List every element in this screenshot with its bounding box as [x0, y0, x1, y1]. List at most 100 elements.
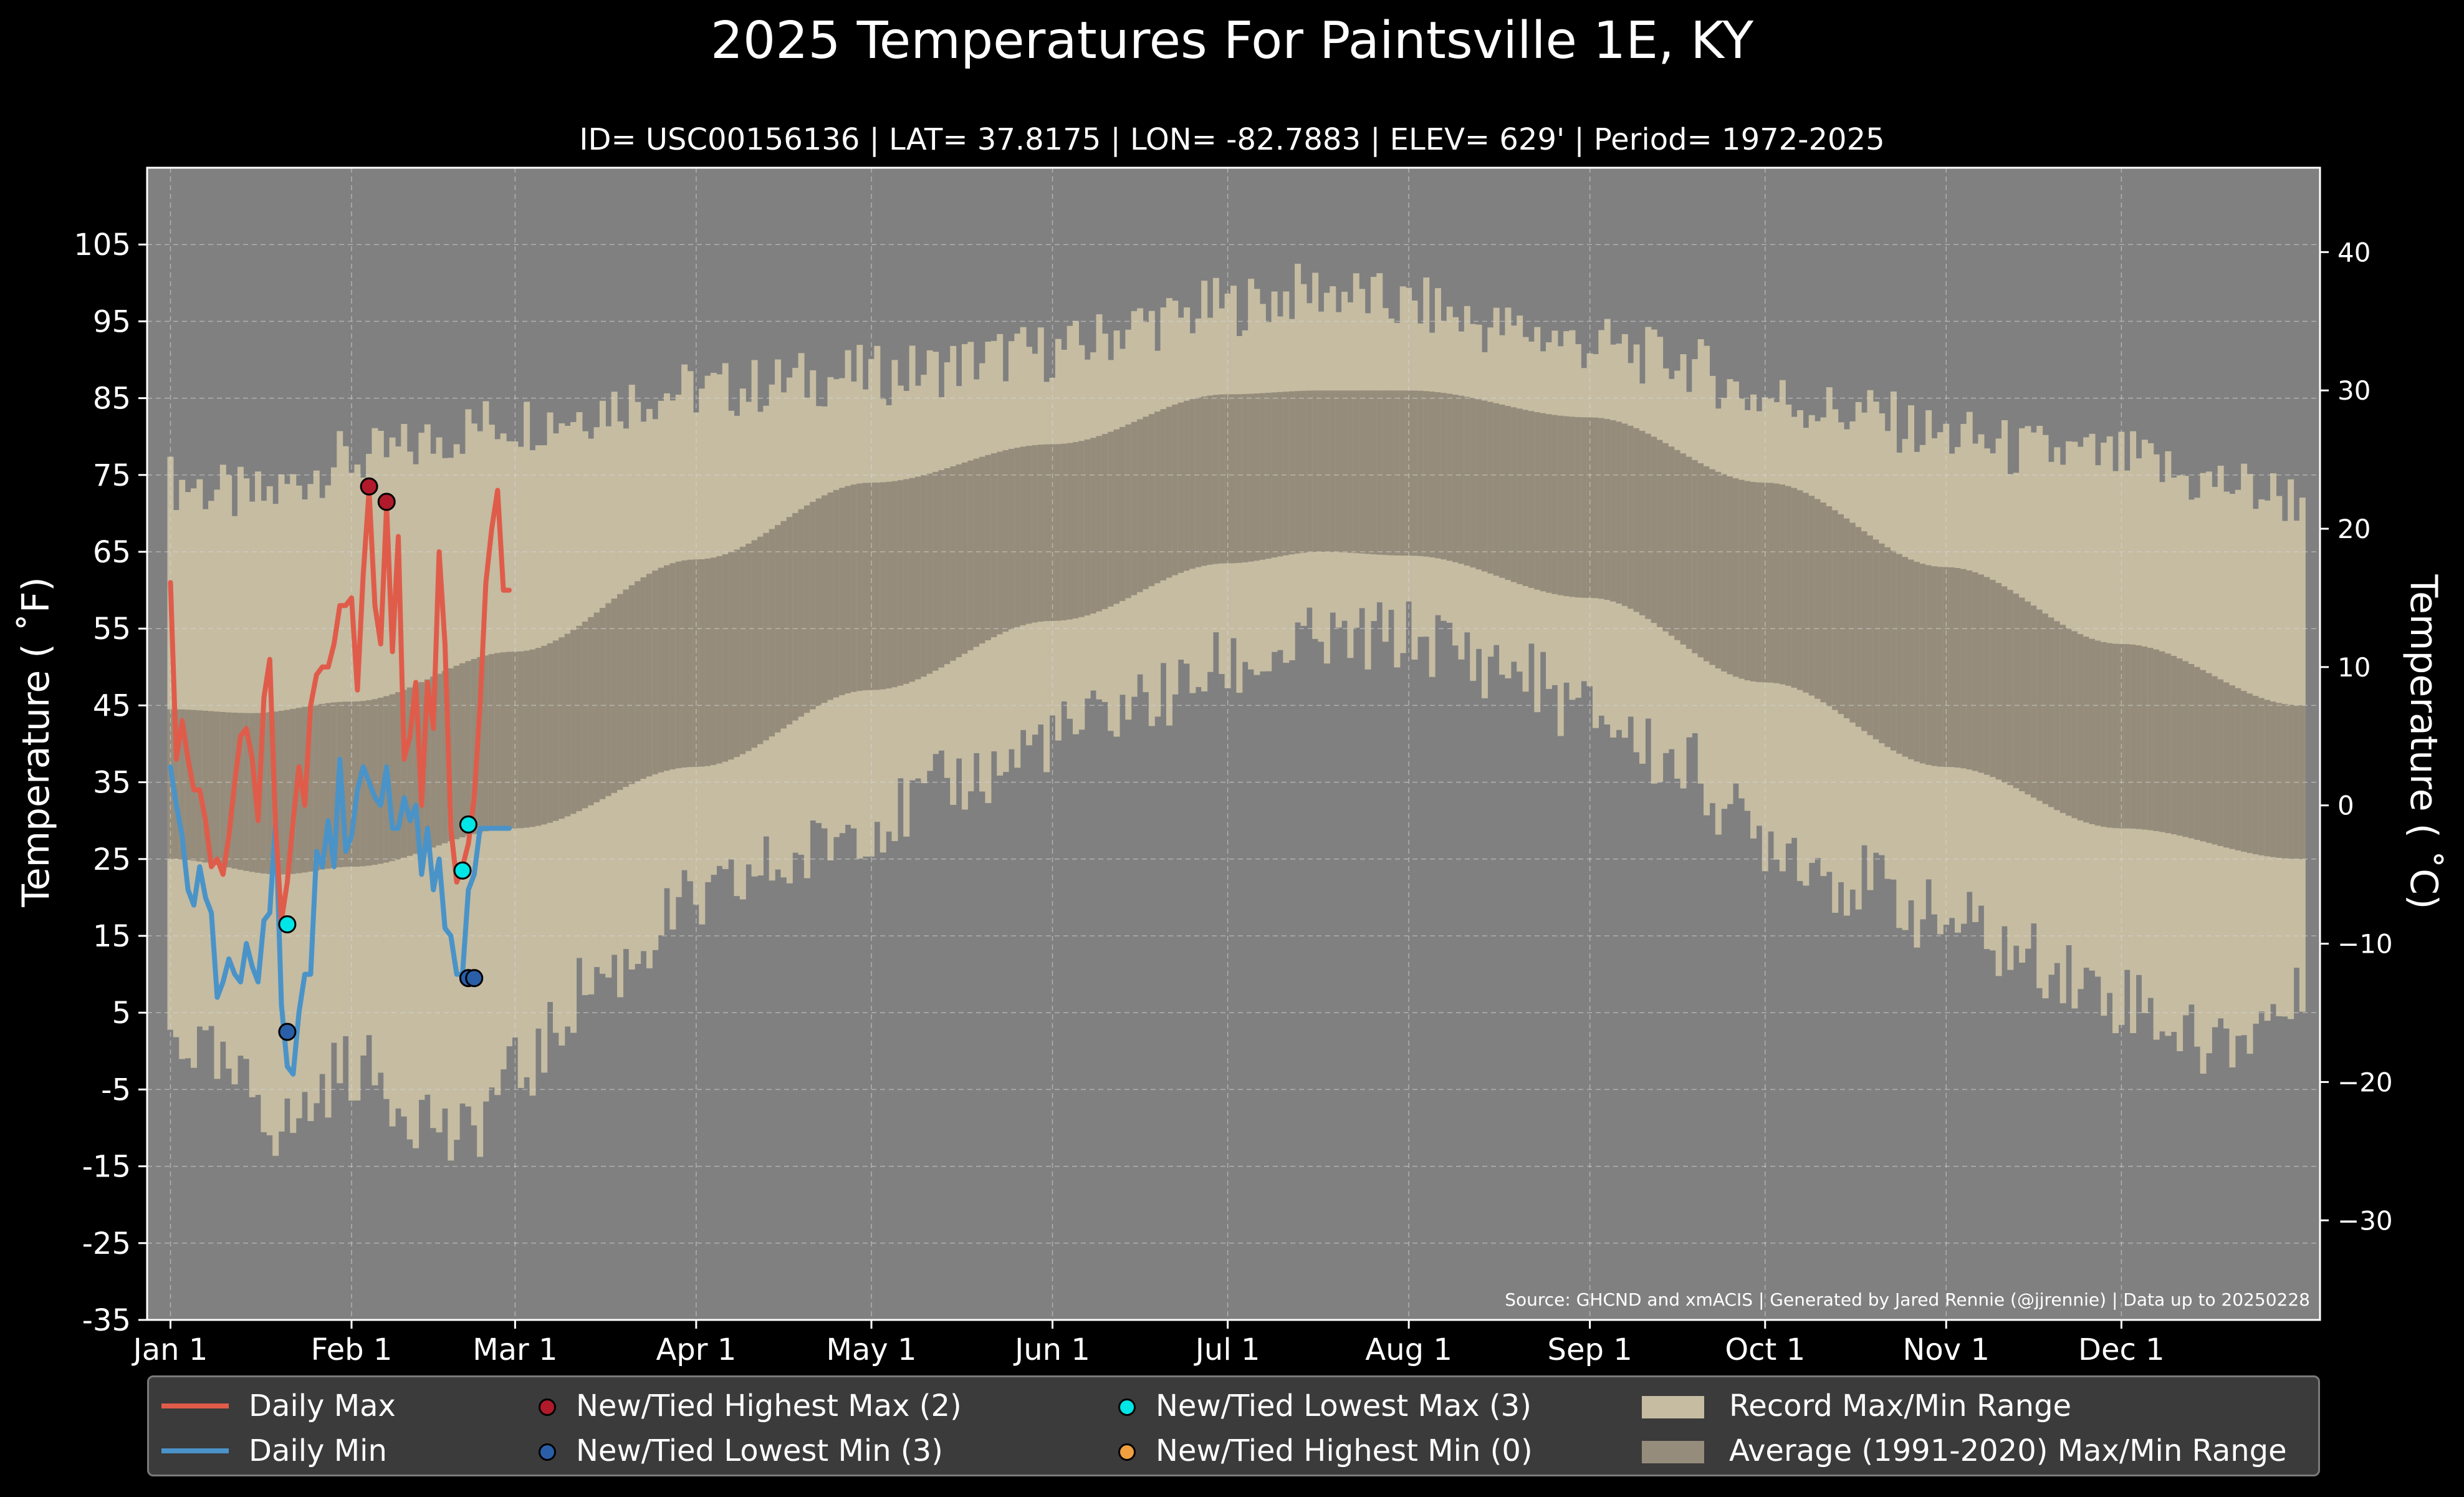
average-range-bar	[219, 711, 226, 867]
x-tick-label: Jan 1	[132, 1332, 208, 1367]
average-range-bar	[1172, 404, 1179, 575]
average-range-bar	[1721, 474, 1728, 672]
average-range-bar	[2019, 597, 2026, 791]
average-range-bar	[2177, 658, 2184, 836]
average-range-bar	[1972, 572, 1979, 771]
average-range-bar	[1254, 393, 1260, 561]
average-range-bar	[1697, 463, 1704, 658]
y-right-tick-label: 40	[2337, 237, 2371, 267]
average-range-bar	[956, 464, 962, 658]
average-range-bar	[1154, 412, 1161, 584]
average-range-bar	[1803, 493, 1810, 693]
average-range-bar	[1692, 460, 1699, 653]
average-range-bar	[2200, 670, 2207, 842]
average-range-bar	[1452, 394, 1459, 562]
average-range-bar	[763, 532, 770, 741]
average-range-bar	[1843, 518, 1850, 718]
average-range-bar	[1441, 393, 1447, 560]
average-range-bar	[1230, 394, 1237, 564]
average-range-bar	[401, 690, 408, 858]
legend-line-swatch	[161, 1448, 229, 1453]
average-range-bar	[2281, 704, 2288, 859]
average-range-bar	[2153, 649, 2160, 831]
average-range-bar	[990, 453, 997, 637]
average-range-bar	[2147, 648, 2154, 830]
average-range-bar	[810, 501, 817, 710]
average-range-bar	[564, 633, 571, 817]
average-range-bar	[1096, 436, 1103, 612]
average-range-bar	[886, 481, 893, 689]
average-range-bar	[453, 665, 460, 839]
average-range-bar	[1359, 390, 1366, 554]
average-range-bar	[1540, 413, 1546, 592]
x-tick-label: Sep 1	[1547, 1332, 1632, 1367]
plot-frame	[146, 166, 2321, 1321]
average-range-bar	[552, 640, 559, 821]
average-range-bar	[769, 529, 775, 737]
average-range-bar	[582, 621, 588, 809]
average-range-bar	[2217, 679, 2224, 846]
average-range-bar	[1593, 417, 1599, 599]
average-range-bar	[862, 483, 869, 691]
average-range-bar	[1919, 564, 1926, 764]
average-range-bar	[2036, 609, 2043, 801]
average-range-bar	[909, 478, 916, 682]
average-range-bar	[786, 517, 793, 724]
average-range-bar	[494, 653, 501, 830]
average-range-bar	[1388, 390, 1394, 556]
average-range-bar	[424, 679, 431, 850]
average-range-bar	[1960, 569, 1967, 769]
average-range-bar	[1312, 390, 1319, 552]
average-range-bar	[249, 713, 256, 872]
average-range-bar	[2054, 621, 2061, 811]
average-range-bar	[1949, 567, 1955, 768]
average-range-bar	[1732, 478, 1739, 677]
average-range-bar	[2165, 653, 2172, 834]
average-range-bar	[2241, 691, 2248, 852]
x-tick-label: Aug 1	[1365, 1332, 1452, 1367]
average-range-bar	[173, 709, 180, 859]
average-range-bar	[891, 481, 898, 688]
average-range-bar	[1148, 414, 1155, 587]
average-range-bar	[1464, 397, 1470, 566]
average-range-bar	[2235, 688, 2241, 851]
legend-label: New/Tied Lowest Max (3)	[1156, 1389, 1532, 1423]
average-range-bar	[1925, 565, 1932, 765]
average-range-bar	[1458, 395, 1465, 564]
average-range-bar	[856, 483, 863, 691]
average-range-bar	[2299, 705, 2306, 859]
average-range-bar	[2077, 634, 2084, 821]
average-range-bar	[2112, 643, 2119, 829]
average-range-bar	[1364, 390, 1371, 554]
average-range-bar	[1184, 400, 1191, 571]
legend-dot-swatch	[539, 1443, 556, 1461]
legend-box-swatch	[1642, 1396, 1704, 1418]
average-range-bar	[1674, 450, 1681, 640]
average-range-bar	[1668, 446, 1675, 636]
average-range-bar	[2270, 701, 2277, 857]
average-range-bar	[1551, 415, 1558, 594]
y-axis-right: −30 −20 −10 0 10 20 30 40	[2320, 237, 2393, 1236]
average-range-bar	[1008, 448, 1015, 630]
average-range-bar	[635, 581, 641, 782]
average-range-bar	[2124, 644, 2131, 829]
average-range-bar	[1849, 522, 1856, 723]
average-range-bar	[307, 705, 314, 872]
average-range-bar	[914, 476, 921, 680]
average-range-bar	[2101, 642, 2107, 827]
average-range-bar	[1709, 469, 1716, 665]
x-tick-label: Nov 1	[1903, 1332, 1990, 1367]
average-range-bar	[839, 488, 846, 696]
average-range-bar	[360, 701, 367, 867]
average-range-bar	[295, 708, 302, 874]
average-range-bar	[2170, 655, 2177, 835]
x-tick-label: Apr 1	[656, 1332, 736, 1367]
y-tick-label: 65	[93, 535, 131, 570]
average-range-bar	[646, 574, 653, 777]
average-range-bar	[1966, 570, 1973, 770]
record-marker	[377, 493, 396, 511]
average-range-bar	[2159, 651, 2165, 832]
average-range-bar	[1353, 390, 1359, 554]
record-marker	[360, 477, 378, 496]
y-tick-label: 45	[93, 688, 131, 723]
